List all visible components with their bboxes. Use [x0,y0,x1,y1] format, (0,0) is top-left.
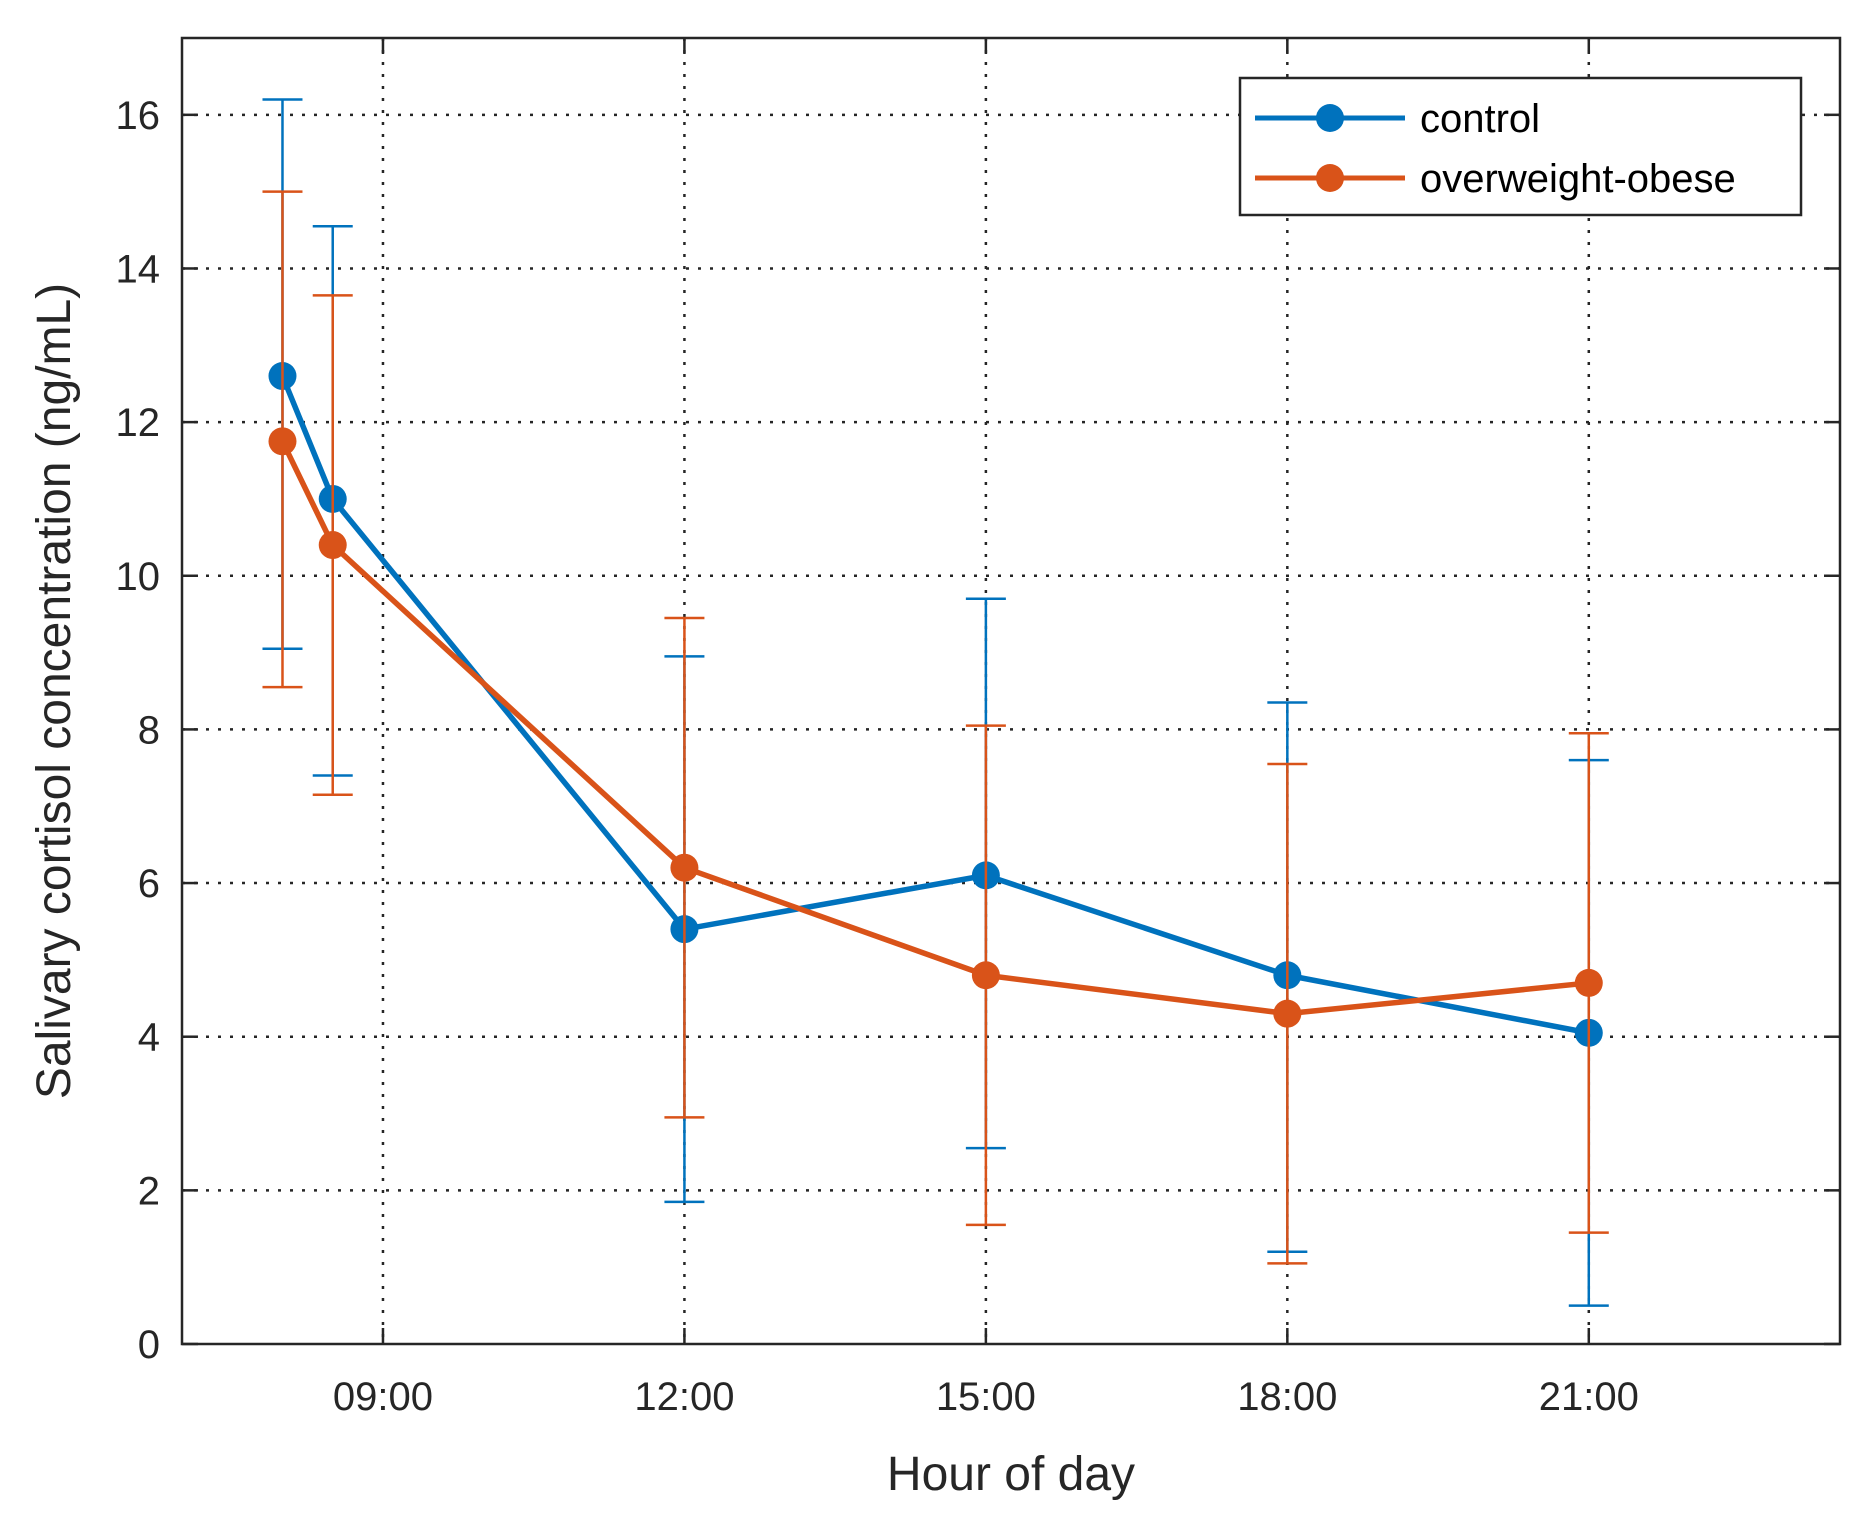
y-tick-label: 4 [138,1016,160,1060]
series-layer [262,98,1609,1307]
y-tick-label: 14 [116,247,161,291]
x-axis-title: Hour of day [887,1448,1135,1501]
tick-labels: 09:00 12:00 15:00 18:00 21:00 0 2 4 6 8 10 12 14 16 [116,94,1639,1419]
x-tick-label: 15:00 [936,1375,1036,1419]
y-axis-title: Salivary cortisol concentration (ng/mL) [28,283,81,1099]
legend-marker-control [1316,104,1344,132]
legend-label-overweight-obese: overweight-obese [1420,157,1736,201]
data-point-overweight-obese [268,427,297,456]
data-point-overweight-obese [318,531,347,560]
x-tick-label: 21:00 [1539,1375,1639,1419]
y-tick-label: 10 [116,555,161,599]
axes-box [180,36,1842,1346]
x-tick-label: 12:00 [634,1375,734,1419]
y-tick-label: 2 [138,1169,160,1213]
legend-label-control: control [1420,97,1540,141]
series-line-overweight-obese [280,440,1590,1017]
data-point-overweight-obese [971,961,1000,990]
y-tick-label: 16 [116,94,161,138]
grid-lines [182,38,1840,1344]
data-point-overweight-obese [670,853,699,882]
y-tick-label: 6 [138,862,160,906]
legend-marker-overweight-obese [1316,164,1344,192]
series-line-control [279,374,1590,1036]
legend-box [1238,76,1803,217]
series-overweight-obese [262,190,1609,1265]
legend: control overweight-obese [1238,76,1803,217]
x-tick-label: 18:00 [1237,1375,1337,1419]
y-tick-label: 0 [138,1323,160,1367]
x-tick-label: 09:00 [333,1375,433,1419]
data-point-overweight-obese [1574,968,1603,997]
y-tick-label: 12 [116,401,161,445]
y-tick-label: 8 [138,708,160,752]
axis-ticks [182,38,1840,1346]
data-point-overweight-obese [1273,999,1302,1028]
